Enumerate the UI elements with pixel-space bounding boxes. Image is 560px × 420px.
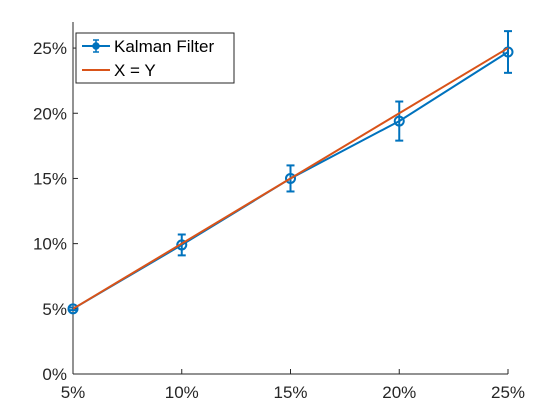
legend-entry: Kalman Filter (82, 37, 214, 56)
data-point (176, 239, 188, 251)
data-point (393, 115, 405, 127)
y-tick-label: 25% (33, 39, 67, 58)
x-tick-label: 20% (382, 383, 416, 402)
x-tick-label: 5% (61, 383, 86, 402)
legend-entry: X = Y (82, 61, 156, 80)
data-point (285, 172, 296, 184)
error-bar (395, 100, 404, 142)
y-tick-label: 5% (42, 300, 67, 319)
legend-box (75, 32, 235, 84)
series-layer (67, 30, 514, 315)
y-tick-label: 20% (33, 104, 67, 123)
legend-label: Kalman Filter (114, 37, 214, 56)
axes: 5% 10% 15% 20% 25%0%5%10%15%20%25% (33, 22, 525, 402)
data-point (67, 303, 79, 315)
error-bar (177, 233, 186, 257)
error-bar (504, 30, 512, 74)
legend-label: X = Y (114, 61, 156, 80)
y-tick-label: 15% (33, 169, 67, 188)
x-tick-label: 25% (491, 383, 525, 402)
legend: Kalman Filter X = Y (75, 32, 235, 84)
y-tick-label: 0% (42, 365, 67, 384)
series-line (72, 47, 509, 310)
x-tick-label: 10% (165, 383, 199, 402)
y-tick-label: 10% (33, 235, 67, 254)
data-point (502, 46, 514, 58)
series-1 (72, 47, 509, 310)
x-tick-label: 15% (273, 383, 307, 402)
